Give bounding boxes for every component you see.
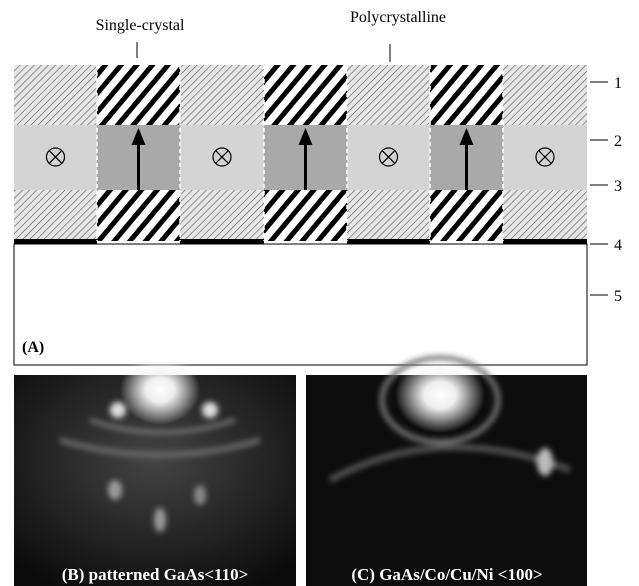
layer-stack bbox=[14, 65, 587, 244]
caption: (C) GaAs/Co/Cu/Ni <100> bbox=[351, 565, 542, 584]
substrate bbox=[14, 244, 587, 365]
layer-4 bbox=[347, 239, 430, 244]
layer-3 bbox=[14, 190, 97, 241]
layer-3 bbox=[503, 190, 587, 241]
figure: (A) Single-crystal Polycrystalline 1 2 3 4 5… bbox=[0, 0, 639, 586]
layer-label: 4 bbox=[614, 237, 622, 254]
layer-label: 2 bbox=[614, 133, 622, 150]
layer-labels: 1 2 3 4 5 bbox=[590, 75, 622, 305]
caption: (B) patterned GaAs<110> bbox=[62, 565, 249, 584]
layer-3 bbox=[180, 190, 264, 241]
layer-1 bbox=[430, 65, 503, 125]
image-b: (B) patterned GaAs<110> bbox=[14, 355, 296, 586]
annotation: Polycrystalline bbox=[350, 9, 446, 26]
image-c: (C) GaAs/Co/Cu/Ni <100> bbox=[306, 357, 587, 586]
layer-1 bbox=[347, 65, 430, 125]
layer-1 bbox=[97, 65, 180, 125]
layer-label: 5 bbox=[614, 288, 622, 305]
layer-3 bbox=[430, 190, 503, 241]
layer-label: 3 bbox=[614, 178, 622, 195]
layer-label: 1 bbox=[614, 75, 622, 92]
layer-4 bbox=[180, 239, 264, 244]
layer-3 bbox=[97, 190, 180, 241]
layer-1 bbox=[180, 65, 264, 125]
layer-4 bbox=[14, 239, 97, 244]
layer-3 bbox=[264, 190, 347, 241]
panel-label: (A) bbox=[22, 339, 44, 356]
layer-1 bbox=[264, 65, 347, 125]
layer-1 bbox=[503, 65, 587, 125]
annotation: Single-crystal bbox=[96, 17, 185, 34]
layer-1 bbox=[14, 65, 97, 125]
layer-3 bbox=[347, 190, 430, 241]
layer-4 bbox=[503, 239, 587, 244]
